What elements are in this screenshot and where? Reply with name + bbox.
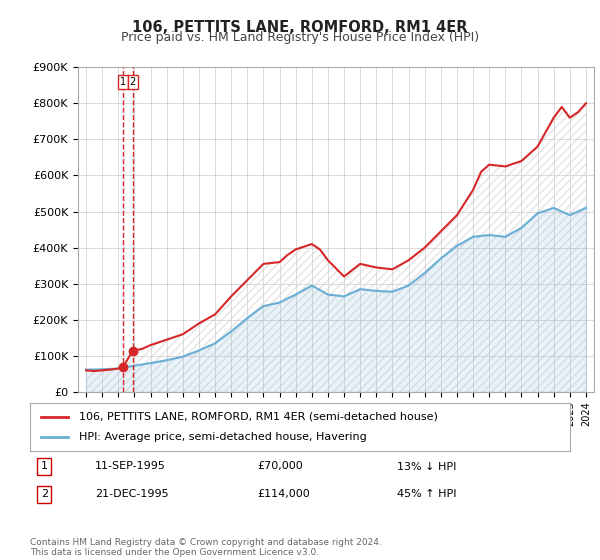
Text: 1: 1: [120, 77, 126, 87]
Text: HPI: Average price, semi-detached house, Havering: HPI: Average price, semi-detached house,…: [79, 432, 367, 442]
Text: £114,000: £114,000: [257, 489, 310, 499]
Text: Price paid vs. HM Land Registry's House Price Index (HPI): Price paid vs. HM Land Registry's House …: [121, 31, 479, 44]
Text: 13% ↓ HPI: 13% ↓ HPI: [397, 461, 457, 472]
Text: 45% ↑ HPI: 45% ↑ HPI: [397, 489, 457, 499]
Text: £70,000: £70,000: [257, 461, 302, 472]
Text: 2: 2: [41, 489, 48, 499]
Text: 106, PETTITS LANE, ROMFORD, RM1 4ER: 106, PETTITS LANE, ROMFORD, RM1 4ER: [132, 20, 468, 35]
Text: 11-SEP-1995: 11-SEP-1995: [95, 461, 166, 472]
Text: 1: 1: [41, 461, 48, 472]
Text: Contains HM Land Registry data © Crown copyright and database right 2024.
This d: Contains HM Land Registry data © Crown c…: [30, 538, 382, 557]
Text: 2: 2: [130, 77, 136, 87]
Text: 106, PETTITS LANE, ROMFORD, RM1 4ER (semi-detached house): 106, PETTITS LANE, ROMFORD, RM1 4ER (sem…: [79, 412, 437, 422]
Text: 21-DEC-1995: 21-DEC-1995: [95, 489, 169, 499]
